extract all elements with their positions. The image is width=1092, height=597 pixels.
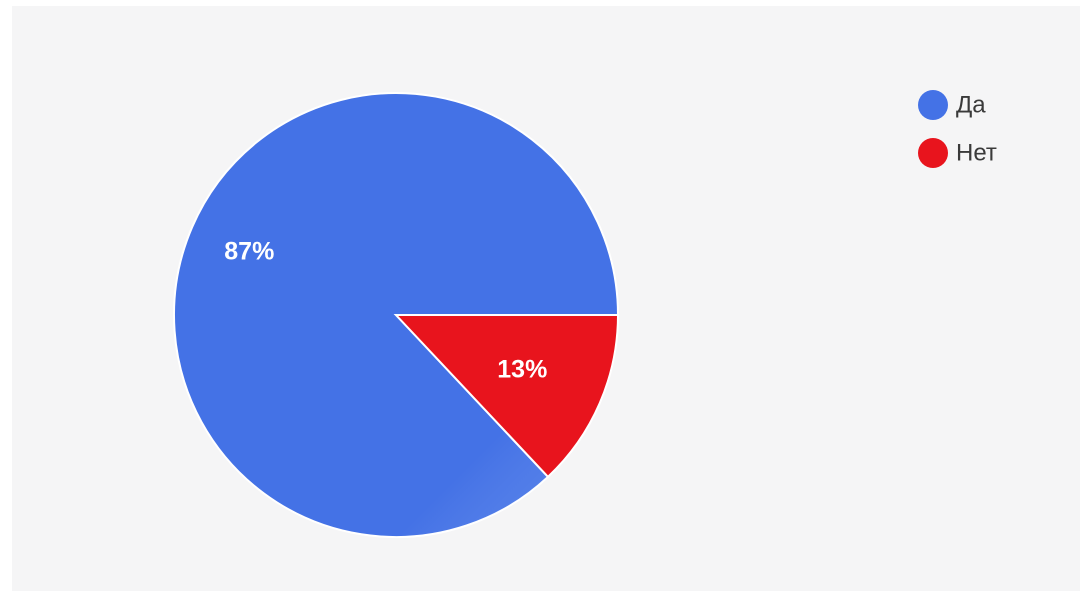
pie-slice-2-value-label: 13%	[497, 356, 547, 384]
chart-legend: Да Нет	[918, 90, 997, 168]
pie-slice-2	[393, 314, 620, 479]
legend-label-1: Да	[956, 92, 986, 119]
legend-label-2: Нет	[956, 140, 997, 167]
pie-chart: 87% 13% Да Нет	[173, 90, 997, 538]
pie-slices	[173, 92, 620, 538]
chart-screen: 87% 13% Да Нет	[12, 6, 1080, 591]
pie-slice-1-value-label: 87%	[224, 238, 274, 266]
legend-swatch-1	[918, 90, 948, 120]
pie-value-labels: 87% 13%	[224, 238, 547, 384]
legend-swatch-2	[918, 138, 948, 168]
